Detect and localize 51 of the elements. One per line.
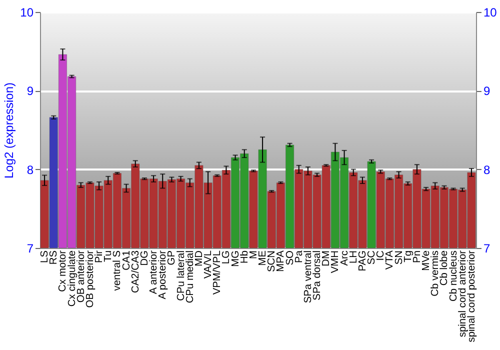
y-axis-title: Log2 (expression) — [2, 82, 16, 179]
x-tick-label: VMH — [330, 250, 342, 274]
x-tick-label: SPa dorsal — [312, 250, 324, 300]
x-tick-label: MVe — [421, 250, 432, 271]
x-tick-label: DM — [321, 250, 332, 266]
x-tick-label: SC — [366, 250, 378, 265]
x-tick-label: LG — [221, 250, 232, 264]
x-tick-label: M — [248, 250, 260, 259]
y2-tick-label: 10 — [484, 6, 498, 20]
x-tick-label: IC — [376, 250, 387, 261]
x-tick-label: ventral S — [112, 250, 124, 291]
x-tick-label: Cx motor — [58, 250, 69, 292]
x-tick-label: A anterior — [148, 250, 160, 294]
x-tick-label: Arc — [339, 250, 350, 266]
y-tick-label: 9 — [26, 84, 34, 98]
x-tick-label: SN — [394, 250, 405, 265]
y2-tick-label: 9 — [484, 84, 490, 98]
x-tick-label: PAG — [357, 250, 368, 272]
x-tick-label: spinal cord anterior — [457, 250, 468, 338]
x-tick-label: SPa ventral — [302, 250, 314, 304]
x-tick-label: VTA — [384, 250, 396, 270]
x-tick-label: Tg — [402, 250, 414, 262]
x-tick-label: CPu medial — [184, 250, 196, 304]
x-tick-label: RS — [48, 250, 60, 265]
y2-tick-label: 7 — [484, 242, 490, 256]
x-tick-label: Cb lobe — [439, 250, 450, 286]
x-tick-label: LH — [348, 250, 360, 264]
x-tick-label: Hb — [239, 250, 250, 264]
x-tick-label: CA2/CA3 — [130, 250, 142, 293]
x-tick-label: GP — [166, 250, 178, 266]
x-tick-label: spinal cord posterior — [466, 250, 478, 342]
x-tick-label: Cb nucleus — [448, 250, 460, 302]
x-tick-label: MG — [230, 250, 242, 267]
x-tick-label: Pn — [412, 250, 423, 263]
y-tick-label: 10 — [20, 6, 34, 20]
x-tick-label: DG — [139, 250, 150, 266]
x-tick-label: SO — [284, 250, 296, 266]
x-tick-label: CPu lateral — [176, 250, 187, 301]
x-tick-label: OB posterior — [84, 250, 96, 308]
x-tick-label: Pir — [94, 250, 106, 263]
x-tick-label: MD — [194, 250, 205, 266]
y-tick-label: 8 — [26, 162, 34, 177]
x-tick-label: Cx cingulate — [66, 250, 78, 307]
y2-tick-label: 8 — [484, 162, 490, 177]
x-tick-label: Pa — [294, 250, 305, 263]
x-tick-label: CA1 — [121, 250, 132, 270]
x-tick-label: MPA — [276, 250, 287, 272]
x-tick-label: SCN — [266, 250, 278, 272]
x-tick-label: OB anterior — [76, 250, 87, 303]
x-tick-label: A posterior — [158, 250, 169, 300]
y-tick-label: 7 — [26, 242, 34, 256]
